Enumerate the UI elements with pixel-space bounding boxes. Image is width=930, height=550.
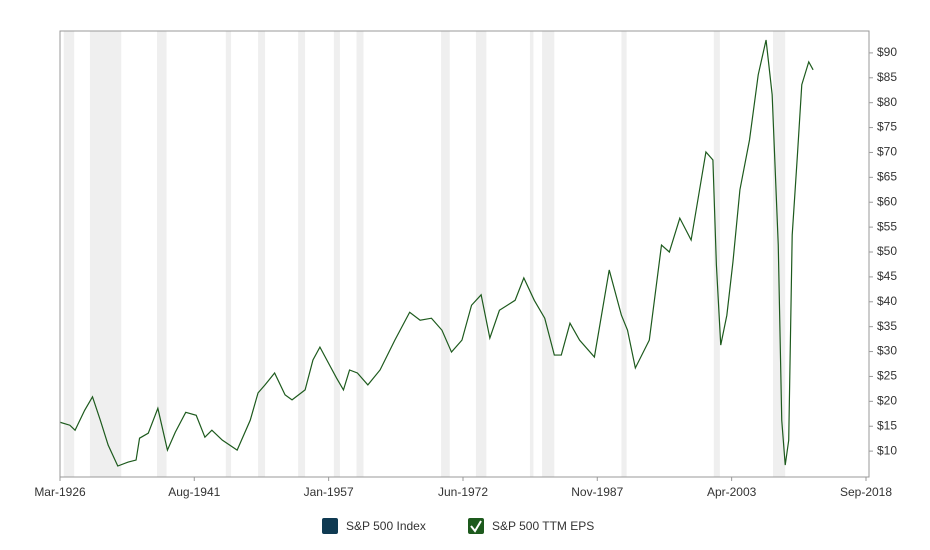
legend-swatch (468, 518, 484, 534)
legend-label: S&P 500 TTM EPS (492, 519, 594, 533)
y-tick-label: $55 (877, 219, 897, 233)
x-tick-label: Mar-1926 (34, 485, 86, 499)
recession-band (773, 31, 786, 477)
plot-background (60, 31, 869, 477)
legend-check (470, 520, 482, 533)
y-tick-label: $70 (877, 145, 897, 159)
y-tick-label: $20 (877, 394, 897, 408)
x-tick-label: Nov-1987 (571, 485, 623, 499)
legend-item[interactable]: S&P 500 TTM EPS (468, 518, 594, 534)
legend-item[interactable]: S&P 500 Index (322, 518, 426, 534)
y-tick-label: $45 (877, 269, 897, 283)
x-tick-label: Sep-2018 (840, 485, 892, 499)
y-tick-label: $15 (877, 418, 897, 432)
recession-band (298, 31, 306, 477)
recession-band (441, 31, 450, 477)
recession-band (89, 31, 122, 477)
y-tick-label: $10 (877, 443, 897, 457)
y-tick-label: $85 (877, 70, 897, 84)
legend-swatch (322, 518, 338, 534)
recession-band (621, 31, 627, 477)
y-tick-label: $35 (877, 319, 897, 333)
recession-band (475, 31, 487, 477)
recession-band (542, 31, 555, 477)
y-tick-label: $30 (877, 344, 897, 358)
y-tick-label: $60 (877, 194, 897, 208)
data-line (59, 39, 814, 467)
x-tick-label: Jan-1957 (304, 485, 354, 499)
recession-band (225, 31, 232, 477)
y-tick-label: $80 (877, 95, 897, 109)
x-tick-label: Apr-2003 (707, 485, 757, 499)
recession-band (258, 31, 266, 477)
recession-band (713, 31, 720, 477)
y-tick-label: $75 (877, 120, 897, 134)
plot-border (59, 30, 870, 478)
y-tick-label: $90 (877, 45, 897, 59)
recession-band (333, 31, 340, 477)
x-tick-label: Jun-1972 (438, 485, 488, 499)
recession-band (156, 31, 167, 477)
y-tick-label: $50 (877, 244, 897, 258)
y-tick-label: $25 (877, 369, 897, 383)
recession-band (356, 31, 364, 477)
legend-label: S&P 500 Index (346, 519, 426, 533)
recession-band (529, 31, 534, 477)
y-tick-label: $40 (877, 294, 897, 308)
x-tick-label: Aug-1941 (168, 485, 220, 499)
recession-band (63, 31, 75, 477)
y-tick-label: $65 (877, 170, 897, 184)
